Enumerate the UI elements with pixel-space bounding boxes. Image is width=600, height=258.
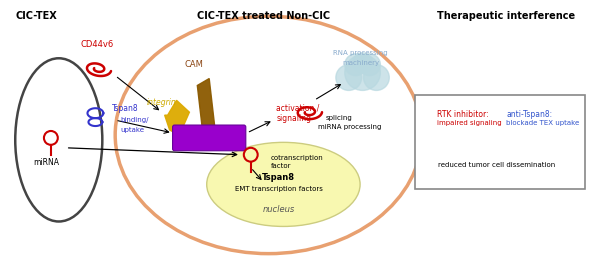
Text: RTK inhibitor:: RTK inhibitor:: [437, 110, 488, 119]
Circle shape: [336, 65, 362, 90]
Circle shape: [364, 65, 389, 90]
Text: uptake: uptake: [120, 127, 144, 133]
Text: EMT transcription factors: EMT transcription factors: [235, 186, 322, 192]
Text: Tspan8: Tspan8: [262, 173, 295, 182]
Text: CIC-TEX treated Non-CIC: CIC-TEX treated Non-CIC: [197, 11, 330, 21]
Text: CD44v6: CD44v6: [81, 40, 114, 49]
FancyBboxPatch shape: [415, 95, 585, 189]
Text: MET: MET: [197, 133, 217, 142]
Circle shape: [345, 55, 380, 90]
Polygon shape: [164, 100, 196, 140]
Text: CIC-TEX: CIC-TEX: [15, 11, 57, 21]
Text: nucleus: nucleus: [262, 205, 295, 214]
Text: activation /: activation /: [277, 104, 320, 113]
Text: blockade TEX uptake: blockade TEX uptake: [506, 120, 580, 126]
Text: Tspan8: Tspan8: [112, 104, 139, 113]
Circle shape: [353, 53, 373, 72]
Text: anti-Tspan8:: anti-Tspan8:: [506, 110, 552, 119]
Text: reduced tumor cell dissemination: reduced tumor cell dissemination: [437, 162, 555, 168]
Text: integrin: integrin: [147, 98, 176, 107]
Circle shape: [345, 54, 367, 76]
Circle shape: [359, 54, 380, 76]
Text: impaired signaling: impaired signaling: [437, 120, 502, 126]
Text: Therapeutic interference: Therapeutic interference: [437, 11, 575, 21]
FancyBboxPatch shape: [173, 125, 246, 151]
Ellipse shape: [207, 142, 360, 227]
Text: RNA processing: RNA processing: [333, 50, 388, 56]
Text: machinery: machinery: [342, 60, 379, 66]
Text: signaling: signaling: [277, 114, 311, 123]
Text: binding/: binding/: [120, 117, 149, 123]
Text: miRNA: miRNA: [33, 158, 59, 167]
Text: cotranscription: cotranscription: [271, 155, 323, 161]
Text: splicing: splicing: [326, 115, 353, 121]
Text: factor: factor: [271, 163, 291, 168]
Polygon shape: [197, 78, 215, 137]
Text: miRNA processing: miRNA processing: [318, 124, 382, 130]
Text: CAM: CAM: [185, 60, 204, 69]
